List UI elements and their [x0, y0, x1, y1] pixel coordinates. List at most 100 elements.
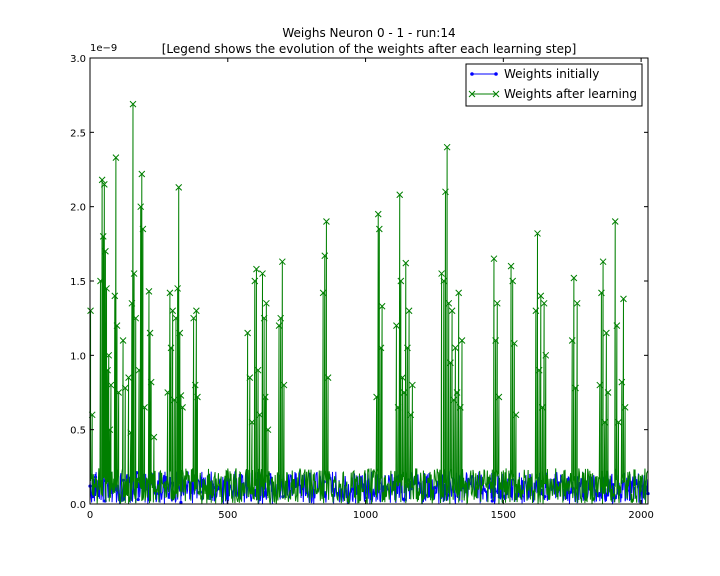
- data-point: [432, 486, 437, 490]
- data-point: [511, 340, 518, 347]
- legend-label: Weights after learning: [504, 87, 637, 101]
- data-point: [440, 277, 448, 285]
- legend-marker: [492, 90, 500, 98]
- data-point: [87, 307, 94, 315]
- x-tick-label: 0: [87, 510, 93, 521]
- data-point: [407, 411, 415, 419]
- data-point: [447, 359, 454, 367]
- data-point: [374, 210, 382, 218]
- data-point: [377, 344, 385, 352]
- data-point: [601, 418, 609, 426]
- data-point: [111, 292, 119, 300]
- series-line-1: [89, 104, 649, 506]
- data-point: [176, 329, 184, 337]
- data-point: [596, 381, 604, 389]
- legend-item: Weights initially: [470, 67, 599, 81]
- data-point: [115, 389, 123, 396]
- data-point: [254, 366, 262, 374]
- data-point: [275, 322, 283, 329]
- data-point: [409, 381, 416, 389]
- data-point: [170, 396, 178, 404]
- data-point: [539, 404, 546, 411]
- data-point: [277, 314, 285, 322]
- chart-title: Weighs Neuron 0 - 1 - run:14: [282, 26, 455, 40]
- data-point: [509, 277, 517, 285]
- data-point: [98, 176, 106, 184]
- legend-marker: [470, 72, 474, 76]
- data-point: [375, 225, 383, 233]
- data-point: [246, 374, 254, 381]
- data-point: [393, 322, 400, 329]
- data-point: [442, 188, 449, 196]
- data-point: [400, 389, 408, 396]
- data-point: [568, 337, 576, 344]
- legend-label: Weights initially: [504, 67, 599, 81]
- data-point: [621, 404, 629, 411]
- data-point: [150, 433, 158, 441]
- data-point: [226, 493, 230, 497]
- data-point: [256, 411, 264, 419]
- data-point: [103, 285, 110, 292]
- data-point: [445, 299, 453, 307]
- data-point: [603, 329, 610, 337]
- data-point: [263, 299, 270, 307]
- y-tick-label: 2.0: [70, 203, 86, 214]
- data-point: [512, 411, 520, 419]
- y-tick-label: 1.5: [70, 277, 86, 288]
- data-point: [119, 337, 127, 344]
- data-point: [166, 289, 174, 297]
- data-point: [191, 381, 199, 389]
- data-point: [402, 497, 406, 502]
- data-point: [534, 230, 541, 237]
- data-point: [458, 337, 466, 344]
- legend-marker: [468, 90, 476, 98]
- series-layer: [87, 100, 650, 506]
- data-point: [493, 299, 501, 307]
- data-point: [121, 384, 129, 392]
- axis-ticks: 0 500 1000 1500 2000 0.0 0.5 1.0 1.5 2.0 2.5 3.0: [70, 54, 654, 521]
- data-point: [397, 277, 405, 285]
- data-point: [611, 218, 619, 225]
- series-1: [87, 100, 649, 506]
- data-point: [141, 404, 148, 411]
- data-point: [112, 154, 120, 161]
- data-point: [572, 384, 579, 392]
- data-point: [396, 191, 404, 199]
- data-point: [244, 329, 251, 337]
- data-point: [450, 396, 458, 404]
- data-point: [127, 429, 135, 436]
- data-point: [167, 344, 175, 352]
- data-point: [128, 299, 136, 307]
- data-point: [448, 307, 456, 315]
- data-point: [452, 344, 459, 352]
- data-point: [132, 314, 140, 322]
- data-point: [394, 404, 402, 411]
- legend: Weights initially Weights after learning: [465, 63, 643, 107]
- data-point: [136, 497, 140, 502]
- data-point: [102, 247, 109, 255]
- x-tick-label: 500: [218, 510, 237, 521]
- data-point: [490, 255, 498, 263]
- data-point: [438, 270, 445, 277]
- data-point: [177, 392, 185, 399]
- data-point: [598, 289, 605, 297]
- y-tick-label: 2.5: [70, 128, 86, 139]
- data-point: [599, 258, 607, 266]
- y-tick-label: 0.0: [70, 500, 86, 511]
- data-point: [99, 233, 107, 240]
- data-point: [495, 393, 503, 401]
- y-tick-label: 3.0: [70, 54, 86, 65]
- data-point: [147, 378, 155, 386]
- data-point: [532, 307, 540, 315]
- data-point: [402, 259, 410, 267]
- data-point: [193, 307, 200, 315]
- data-point: [443, 143, 451, 151]
- data-point: [535, 366, 543, 374]
- data-point: [540, 299, 548, 307]
- data-point: [573, 299, 581, 307]
- data-point: [174, 285, 181, 292]
- data-point: [455, 289, 463, 297]
- data-point: [260, 314, 268, 322]
- data-point: [190, 314, 197, 322]
- data-point: [598, 493, 602, 497]
